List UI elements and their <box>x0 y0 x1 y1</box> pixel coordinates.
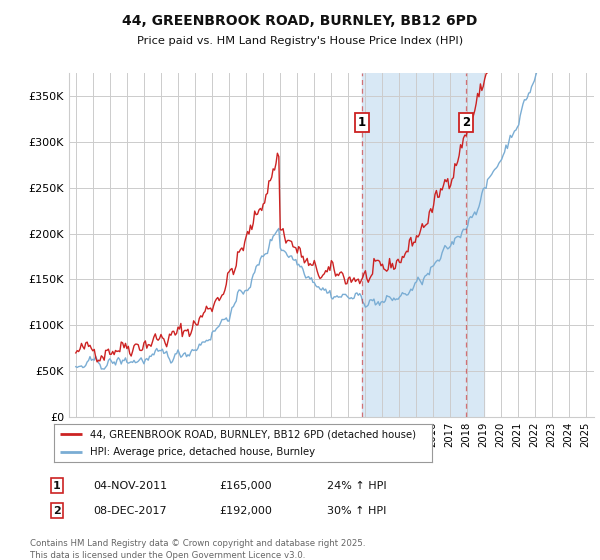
Text: 44, GREENBROOK ROAD, BURNLEY, BB12 6PD (detached house): 44, GREENBROOK ROAD, BURNLEY, BB12 6PD (… <box>90 429 416 439</box>
Text: 04-NOV-2011: 04-NOV-2011 <box>93 480 167 491</box>
Text: 44, GREENBROOK ROAD, BURNLEY, BB12 6PD: 44, GREENBROOK ROAD, BURNLEY, BB12 6PD <box>122 14 478 28</box>
Text: HPI: Average price, detached house, Burnley: HPI: Average price, detached house, Burn… <box>90 447 315 457</box>
Text: 2: 2 <box>53 506 61 516</box>
Text: 08-DEC-2017: 08-DEC-2017 <box>93 506 167 516</box>
Text: 2: 2 <box>461 116 470 129</box>
Bar <box>362 73 484 417</box>
Text: 1: 1 <box>53 480 61 491</box>
Text: 24% ↑ HPI: 24% ↑ HPI <box>327 480 386 491</box>
Text: £192,000: £192,000 <box>219 506 272 516</box>
Text: £165,000: £165,000 <box>219 480 272 491</box>
Text: Price paid vs. HM Land Registry's House Price Index (HPI): Price paid vs. HM Land Registry's House … <box>137 36 463 46</box>
Text: Contains HM Land Registry data © Crown copyright and database right 2025.
This d: Contains HM Land Registry data © Crown c… <box>30 539 365 559</box>
Text: 30% ↑ HPI: 30% ↑ HPI <box>327 506 386 516</box>
Text: 1: 1 <box>358 116 366 129</box>
